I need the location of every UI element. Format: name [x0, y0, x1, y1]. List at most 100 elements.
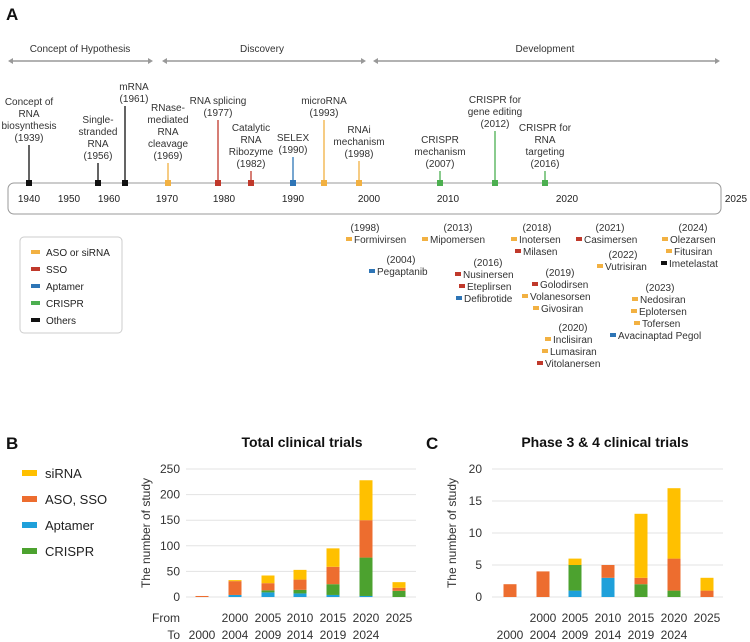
drug-marker	[346, 237, 352, 241]
event-label: RNA	[157, 127, 178, 138]
drug-marker	[666, 249, 672, 253]
drug-marker	[537, 361, 543, 365]
drug-marker	[369, 269, 375, 273]
panel-label-c: C	[426, 434, 438, 453]
bar-crispr	[634, 584, 648, 597]
legend-swatch	[31, 318, 40, 322]
row-label-from: From	[152, 611, 180, 625]
drug-marker	[511, 237, 517, 241]
event-label: (1939)	[15, 133, 44, 144]
x-tick-to: 2009	[562, 628, 589, 642]
chart-legend-label: siRNA	[45, 466, 82, 481]
drug-name: Nedosiran	[640, 295, 686, 306]
drug-name: Fitusiran	[674, 247, 712, 258]
chart-phase-3-4-clinical-trials: Phase 3 & 4 clinical trials The number of…	[445, 434, 723, 642]
bar-sirna	[326, 548, 340, 567]
bar-aso-sso	[293, 579, 307, 590]
event-label: CRISPR for	[469, 95, 522, 106]
event-marker	[356, 180, 362, 186]
drug-marker	[533, 306, 539, 310]
drug-marker	[634, 321, 640, 325]
legend-swatch	[31, 284, 40, 288]
event-label: (1969)	[154, 151, 183, 162]
approval-year: (2024)	[679, 223, 708, 234]
event-label: Catalytic	[232, 123, 270, 134]
bar-sirna	[228, 580, 242, 582]
chart-legend-label: ASO, SSO	[45, 492, 107, 507]
x-tick-from: 2010	[287, 611, 314, 625]
x-tick-to: 2024	[353, 628, 380, 642]
x-tick-to: 2024	[661, 628, 688, 642]
event-label: CRISPR	[421, 135, 459, 146]
arrow-right-icon	[715, 58, 720, 64]
year-label: 1970	[156, 194, 179, 205]
panel-label-a: A	[6, 5, 18, 24]
x-tick-to: 2000	[189, 628, 216, 642]
event-label: RNA	[240, 135, 261, 146]
bar-aso-sso	[700, 590, 714, 597]
event-label: CRISPR for	[519, 123, 572, 134]
drug-name: Mipomersen	[430, 235, 485, 246]
event-marker	[437, 180, 443, 186]
legend-label: Aptamer	[46, 282, 84, 293]
arrow-left-icon	[373, 58, 378, 64]
bar-crispr	[568, 565, 582, 591]
x-tick-to: 2014	[595, 628, 622, 642]
bar-aptamer	[326, 594, 340, 597]
event-label: cleavage	[148, 139, 188, 150]
event-marker	[290, 180, 296, 186]
event-label: Concept of	[5, 97, 54, 108]
bar-crispr	[261, 590, 275, 593]
y-tick-label: 100	[160, 539, 180, 553]
bar-sirna	[568, 558, 582, 565]
timeline-year-labels: 1940 1950 1960 1970 1980 1990 2000 2010 2020 2025	[18, 194, 748, 205]
bar-aptamer	[359, 595, 373, 597]
bar-sirna	[667, 488, 681, 559]
timeline-axis-box	[7, 182, 722, 215]
approval-year-group: (1998)Formivirsen	[346, 223, 406, 246]
drug-marker	[545, 337, 551, 341]
x-tick-to: 2019	[628, 628, 655, 642]
drug-marker	[515, 249, 521, 253]
timeline-event: SELEX(1990)	[277, 133, 309, 186]
bar-aso-sso	[326, 566, 340, 585]
event-label: (1993)	[310, 108, 339, 119]
event-label: Ribozyme	[229, 147, 274, 158]
year-label: 1990	[282, 194, 305, 205]
drug-name: Casimersen	[584, 235, 637, 246]
x-tick-from: 2000	[530, 611, 557, 625]
y-tick-label: 15	[469, 494, 483, 508]
bar-sirna	[392, 582, 406, 588]
year-label: 2020	[556, 194, 579, 205]
approval-year-group: (2021)Casimersen	[576, 223, 637, 246]
event-marker	[122, 180, 128, 186]
drug-marker	[422, 237, 428, 241]
chart-legend-swatch	[22, 496, 37, 502]
bar-sirna	[359, 480, 373, 521]
legend-label: Others	[46, 316, 76, 327]
x-tick-to: 2000	[497, 628, 524, 642]
event-label: (1982)	[237, 159, 266, 170]
y-tick-label: 250	[160, 462, 180, 476]
event-label: (1998)	[345, 149, 374, 160]
x-tick-from: 2020	[661, 611, 688, 625]
drug-name: Formivirsen	[354, 235, 406, 246]
drug-marker	[662, 237, 668, 241]
approval-year: (2013)	[444, 223, 473, 234]
year-label: 1980	[213, 194, 236, 205]
drug-marker	[522, 294, 528, 298]
event-marker	[215, 180, 221, 186]
bar-aso-sso	[359, 520, 373, 558]
drug-name: Eteplirsen	[467, 282, 511, 293]
drug-name: Avacinaptad Pegol	[618, 331, 701, 342]
bar-aso-sso	[261, 583, 275, 591]
bar-aso-sso	[392, 587, 406, 591]
drug-name: Vitolanersen	[545, 359, 600, 370]
year-label: 1960	[98, 194, 121, 205]
drug-name: Imetelastat	[669, 259, 718, 270]
chart-legend-label: CRISPR	[45, 544, 94, 559]
